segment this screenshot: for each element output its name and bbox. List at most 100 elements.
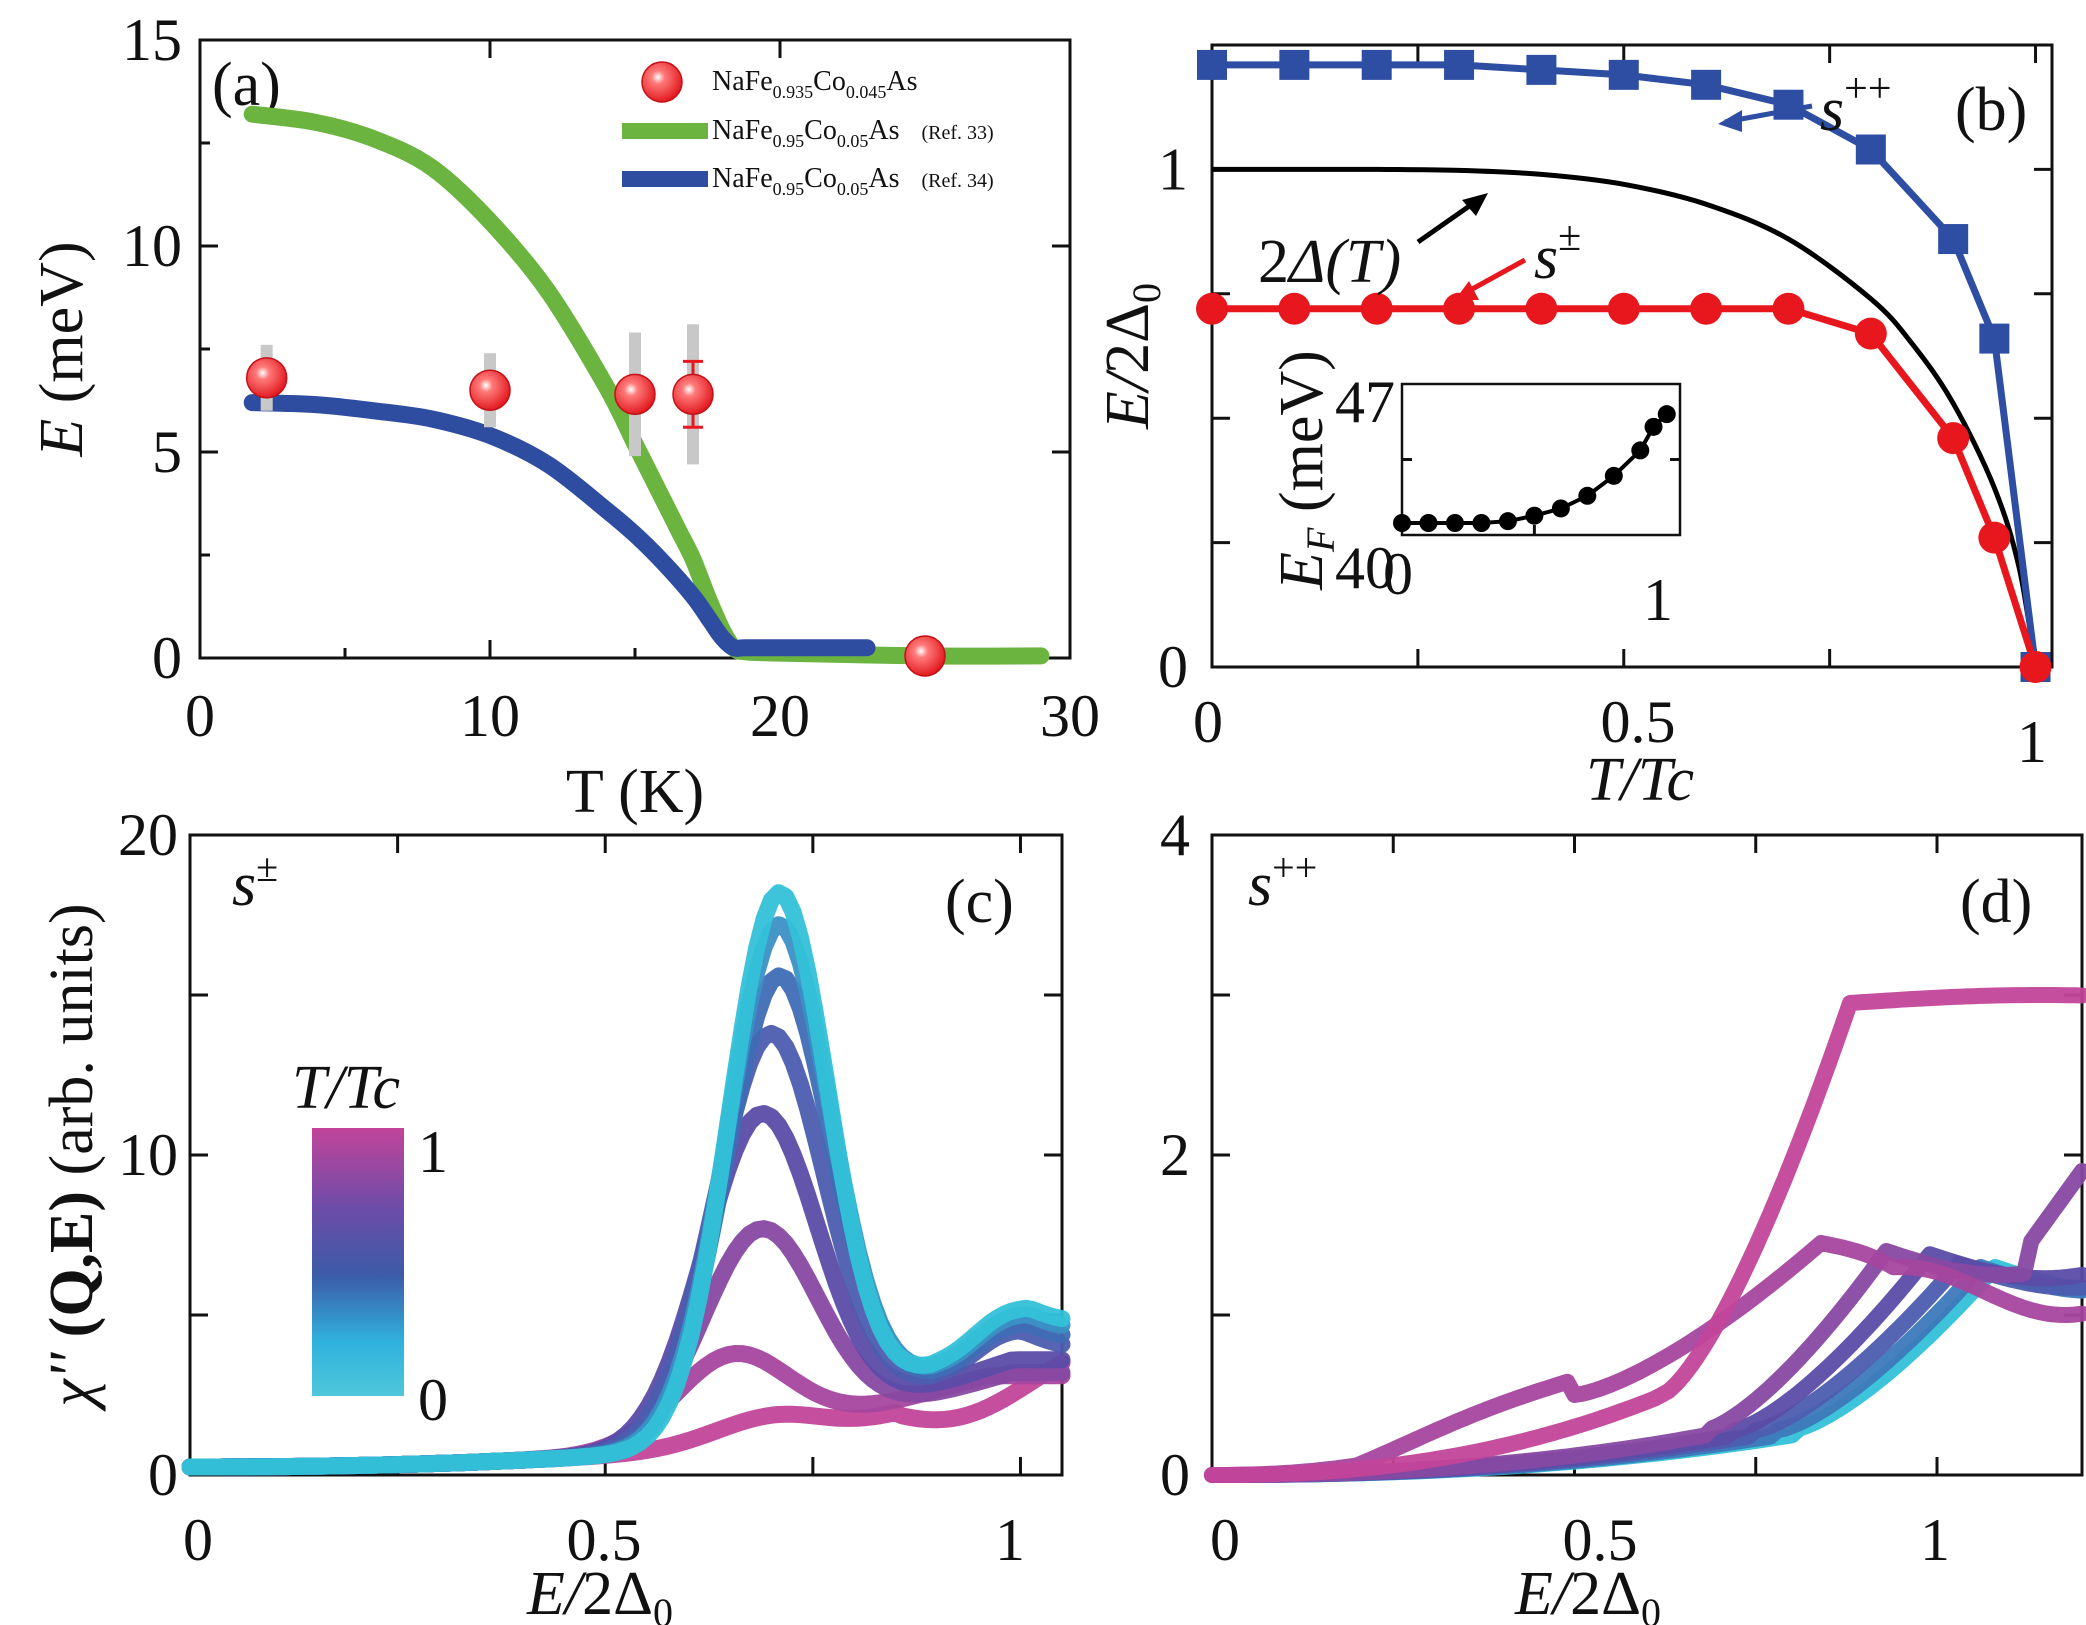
data-point bbox=[672, 373, 714, 416]
spm-marker bbox=[1772, 292, 1805, 325]
legend-text: Co bbox=[804, 163, 837, 194]
inset-y-label-sub: F bbox=[1298, 527, 1343, 553]
spm-marker bbox=[1854, 317, 1887, 350]
y-tick-label: 0 bbox=[1160, 1442, 1190, 1508]
spp-marker bbox=[1444, 49, 1475, 80]
y-axis-label: E/2Δ0 bbox=[1094, 283, 1169, 430]
legend-text: NaFe bbox=[712, 115, 773, 146]
legend-subscript: 0.935 bbox=[773, 82, 814, 102]
legend-subscript: 0.05 bbox=[837, 131, 869, 151]
x-axis-label: T/Tc bbox=[1586, 746, 1694, 814]
legend-entry: NaFe0.95Co0.05As (Ref. 34) bbox=[712, 163, 994, 199]
colorbar-max-label: 1 bbox=[418, 1119, 448, 1185]
spm-marker bbox=[1607, 292, 1640, 325]
x-axis-label: T (K) bbox=[566, 758, 704, 826]
legend-ref: (Ref. 34) bbox=[921, 170, 993, 192]
x-tick-label: 0.5 bbox=[1601, 689, 1676, 755]
arrow-head-2delta bbox=[1462, 193, 1488, 216]
inset-x-tick-label: 1 bbox=[1643, 567, 1673, 633]
colorbar-min-label: 0 bbox=[418, 1367, 448, 1433]
x-tick-label: 20 bbox=[750, 683, 810, 749]
legend-subscript: 0.045 bbox=[846, 82, 887, 102]
corner-label: s± bbox=[232, 845, 278, 919]
spm-marker bbox=[1360, 292, 1393, 325]
data-point bbox=[614, 373, 656, 416]
panel-label: (d) bbox=[1960, 868, 2032, 936]
y-axis-label-sub: 0 bbox=[1124, 283, 1169, 303]
y-tick-label: 5 bbox=[152, 419, 182, 485]
annotation-spm: s± bbox=[1534, 214, 1581, 292]
x-tick-label: 0 bbox=[185, 683, 215, 749]
spp-marker bbox=[1938, 224, 1969, 255]
legend-entry: NaFe0.95Co0.05As (Ref. 33) bbox=[712, 115, 994, 151]
y-tick-label: 15 bbox=[122, 7, 182, 73]
spp-marker bbox=[1773, 89, 1804, 120]
x-tick-label: 1 bbox=[2017, 709, 2047, 775]
plot-frame bbox=[1210, 43, 2054, 669]
y-tick-label: 4 bbox=[1160, 802, 1190, 868]
inset-y-label-var: E bbox=[1268, 552, 1336, 591]
spm-marker bbox=[1278, 292, 1311, 325]
spm-marker bbox=[1937, 422, 1970, 455]
inset-marker bbox=[1578, 486, 1597, 505]
legend-marker-points bbox=[641, 61, 683, 103]
colorbar-label-T: c bbox=[373, 1054, 401, 1122]
y-axis-label: E (meV) bbox=[28, 241, 96, 457]
inset-marker bbox=[1498, 512, 1517, 531]
x-tick-label: 1 bbox=[1920, 1507, 1950, 1573]
x-axis-label: E/2Δ0 bbox=[526, 1560, 673, 1625]
x-tick-label: 10 bbox=[460, 683, 520, 749]
colorbar bbox=[312, 1128, 404, 1396]
spm-marker bbox=[1196, 292, 1228, 325]
y-axis-label-main: E/ bbox=[1094, 369, 1162, 430]
y-tick-label: 10 bbox=[118, 1122, 178, 1188]
spm-marker bbox=[2019, 651, 2052, 683]
x-tick-label: 0 bbox=[1210, 1507, 1240, 1573]
inset-y-tick-label: 47 bbox=[1335, 369, 1395, 435]
spp-marker bbox=[1979, 323, 2010, 354]
legend-subscript: 0.95 bbox=[773, 131, 805, 151]
x-axis-label-main: E/ bbox=[526, 1560, 587, 1625]
inset-y-axis-label: EF (meV) bbox=[1268, 350, 1343, 591]
y-axis-label: χ'' (Q,E) (arb. units) bbox=[38, 903, 106, 1411]
spp-marker bbox=[1855, 134, 1886, 165]
annotation-spm-sup: ± bbox=[1558, 214, 1581, 260]
x-tick-label: 0 bbox=[183, 1507, 213, 1573]
spp-marker bbox=[1197, 49, 1227, 80]
x-axis-label-main: 2Δ bbox=[582, 1560, 653, 1625]
plot-frame bbox=[1210, 833, 2084, 1477]
spm-marker bbox=[1525, 292, 1558, 325]
corner-label-sup: ± bbox=[256, 845, 278, 890]
series-line-2delta bbox=[1212, 166, 2038, 668]
annotation-spp-sup: ++ bbox=[1844, 66, 1891, 112]
y-axis-label-unit: (meV) bbox=[28, 241, 96, 418]
arrow-head-spm bbox=[1455, 281, 1479, 300]
inset-marker bbox=[1631, 441, 1650, 460]
legend-ref: (Ref. 33) bbox=[921, 122, 993, 144]
x-tick-label: 0.5 bbox=[1563, 1507, 1638, 1573]
inset-marker bbox=[1525, 506, 1544, 525]
inset-marker bbox=[1657, 405, 1676, 424]
spm-marker bbox=[1690, 292, 1723, 325]
spm-marker bbox=[1978, 521, 2011, 554]
inset-marker bbox=[1419, 514, 1438, 532]
inset-marker bbox=[1445, 514, 1464, 532]
legend-text: NaFe bbox=[712, 163, 773, 194]
legend-text: As bbox=[868, 163, 899, 194]
inset-x-tick-label: 0 bbox=[1383, 541, 1413, 607]
y-tick-label: 10 bbox=[122, 213, 182, 279]
y-tick-label: 2 bbox=[1160, 1122, 1190, 1188]
inset-marker bbox=[1551, 499, 1570, 518]
x-axis-label-main: 2Δ bbox=[1570, 1560, 1641, 1625]
legend-subscript: 0.95 bbox=[773, 179, 805, 199]
panel-label: (c) bbox=[945, 868, 1014, 936]
legend-entry: NaFe0.935Co0.045As bbox=[712, 66, 917, 102]
x-axis-label-main: E/ bbox=[1514, 1560, 1575, 1625]
x-axis-label-T: c bbox=[1666, 746, 1694, 814]
data-point bbox=[245, 357, 288, 399]
